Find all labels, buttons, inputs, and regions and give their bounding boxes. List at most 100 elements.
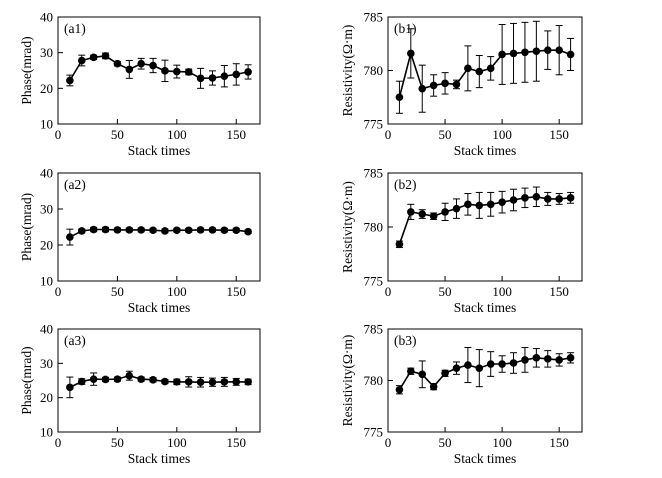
data-point xyxy=(77,227,86,235)
data-point xyxy=(509,49,518,58)
y-tick-label: 785 xyxy=(364,322,384,337)
data-point xyxy=(543,355,552,363)
x-axis-label: Stack times xyxy=(454,451,517,466)
data-point xyxy=(101,52,110,60)
data-point xyxy=(498,198,506,206)
x-tick-label: 0 xyxy=(385,284,392,299)
y-tick-label: 30 xyxy=(40,45,53,60)
chart-panel-3: 0 50 100 150 10 20 30 40 Stack times Phase(mrad) (… xyxy=(19,166,261,315)
x-tick-label: 100 xyxy=(167,435,187,450)
data-point xyxy=(244,378,252,386)
data-point xyxy=(149,376,157,384)
data-point xyxy=(208,378,217,387)
data-point xyxy=(418,84,427,93)
chart-panel-1: 0 50 100 150 10 20 30 40 Stack times Phase(mrad) (… xyxy=(19,10,261,158)
data-point xyxy=(395,385,404,394)
series-line xyxy=(69,374,249,389)
x-axis-label: Stack times xyxy=(128,451,191,466)
data-point xyxy=(566,50,575,59)
data-point xyxy=(244,227,252,236)
data-point xyxy=(220,378,229,386)
chart-panel-6: 0 50 100 150 775 780 785 Stack times Resistivity… xyxy=(340,322,583,466)
data-point xyxy=(161,377,169,386)
data-point xyxy=(521,356,529,364)
data-point xyxy=(418,370,427,379)
data-point xyxy=(498,360,506,368)
data-point xyxy=(220,226,229,235)
plot-frame xyxy=(57,16,261,125)
x-tick-label: 100 xyxy=(492,435,512,450)
y-tick-label: 40 xyxy=(40,10,53,25)
data-point xyxy=(101,225,110,234)
data-point xyxy=(429,212,438,220)
data-point xyxy=(89,375,98,383)
y-axis-label: Phase(mrad) xyxy=(19,346,34,414)
data-point xyxy=(429,382,438,391)
data-point xyxy=(113,375,122,383)
data-point xyxy=(149,61,157,70)
x-tick-label: 150 xyxy=(549,127,569,142)
y-axis-label: Phase(mrad) xyxy=(19,36,34,104)
plot-frame xyxy=(387,328,583,433)
data-point xyxy=(452,204,461,213)
data-point xyxy=(125,65,134,74)
data-point xyxy=(532,354,541,362)
y-tick-label: 780 xyxy=(364,373,384,388)
data-point xyxy=(543,46,552,54)
data-point xyxy=(395,93,404,102)
x-tick-label: 0 xyxy=(55,435,62,450)
y-tick-label: 10 xyxy=(40,274,53,289)
data-point xyxy=(173,67,181,76)
data-point xyxy=(407,208,415,216)
x-tick-label: 0 xyxy=(55,284,62,299)
data-point xyxy=(101,375,110,384)
data-point xyxy=(89,53,98,62)
data-point xyxy=(196,74,205,83)
data-point xyxy=(208,226,217,234)
x-tick-label: 100 xyxy=(167,127,187,142)
series-line xyxy=(69,55,249,81)
y-tick-label: 775 xyxy=(364,425,384,440)
data-point xyxy=(555,46,563,54)
data-point xyxy=(125,371,134,380)
data-point xyxy=(441,369,449,378)
y-tick-label: 780 xyxy=(364,220,384,235)
series-line xyxy=(69,228,249,238)
data-point xyxy=(566,354,575,362)
data-point xyxy=(486,64,495,73)
data-point xyxy=(66,76,74,85)
data-point xyxy=(77,377,86,386)
data-point xyxy=(161,227,169,235)
y-tick-label: 20 xyxy=(40,390,53,405)
plot-frame xyxy=(57,172,261,282)
x-tick-label: 100 xyxy=(492,127,512,142)
panel-label: (a1) xyxy=(64,21,86,36)
data-point xyxy=(475,364,484,372)
y-tick-label: 40 xyxy=(40,166,53,181)
y-tick-label: 10 xyxy=(40,425,53,440)
y-tick-label: 780 xyxy=(364,63,384,78)
data-point xyxy=(566,194,575,202)
data-point xyxy=(113,226,122,234)
x-axis-label: Stack times xyxy=(128,300,191,315)
series-line xyxy=(398,356,571,391)
y-tick-label: 20 xyxy=(40,238,53,253)
data-point xyxy=(475,67,484,76)
data-point xyxy=(407,49,415,58)
y-tick-label: 785 xyxy=(364,166,384,181)
x-tick-label: 50 xyxy=(111,127,124,142)
data-point xyxy=(196,378,205,387)
x-tick-label: 150 xyxy=(549,435,569,450)
x-axis-label: Stack times xyxy=(454,143,517,158)
y-tick-label: 775 xyxy=(364,274,384,289)
x-tick-label: 50 xyxy=(439,284,452,299)
data-point xyxy=(418,210,427,218)
x-tick-label: 0 xyxy=(55,127,62,142)
data-point xyxy=(137,375,145,383)
y-axis-label: Resistivity(Ω·m) xyxy=(340,25,355,117)
x-tick-label: 50 xyxy=(439,435,452,450)
data-point xyxy=(532,47,541,56)
data-point xyxy=(184,68,193,76)
x-tick-label: 50 xyxy=(111,435,124,450)
